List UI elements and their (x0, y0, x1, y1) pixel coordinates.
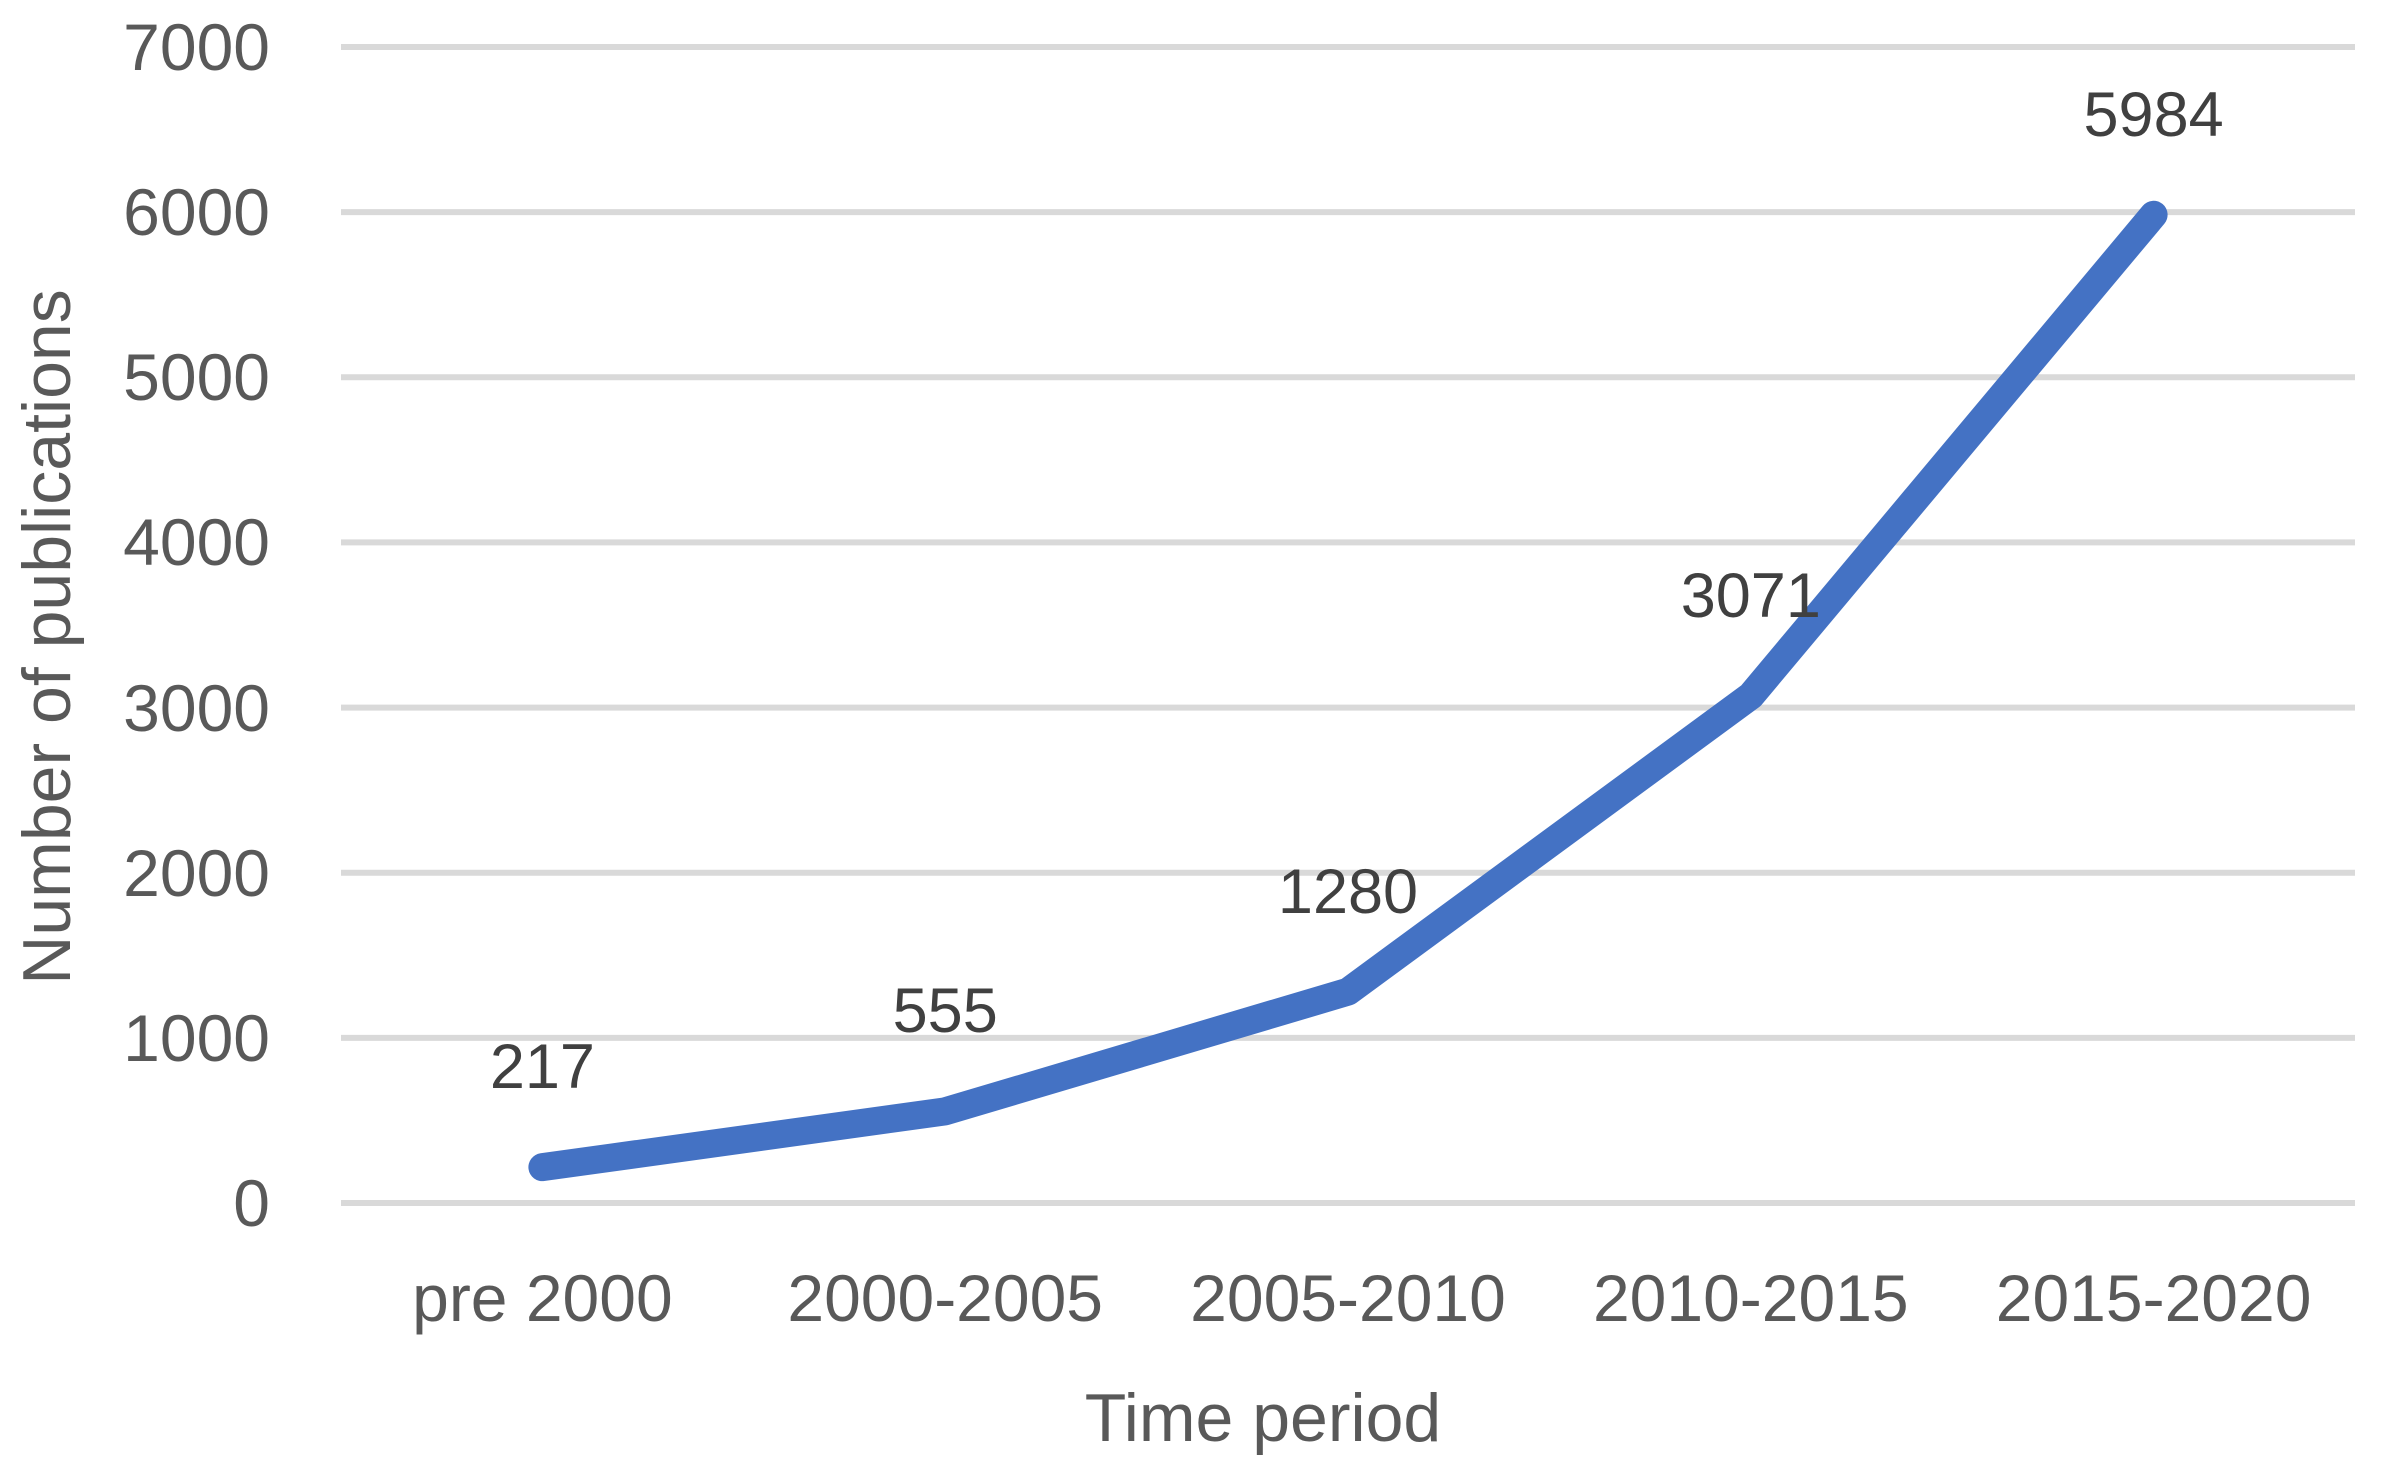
data-label-4: 5984 (2083, 79, 2224, 150)
y-tick-label-3000: 3000 (123, 670, 270, 745)
y-tick-label-7000: 7000 (123, 10, 270, 84)
data-label-0: 217 (489, 1032, 595, 1103)
y-tick-label-5000: 5000 (123, 340, 270, 415)
y-axis-title: Number of publications (9, 289, 85, 985)
x-tick-label-4: 2015-2020 (1995, 1261, 2312, 1335)
y-tick-label-4000: 4000 (123, 505, 270, 580)
x-tick-label-2: 2005-2010 (1190, 1261, 1506, 1335)
x-tick-label-1: 2000-2005 (787, 1261, 1104, 1335)
y-tick-label-6000: 6000 (123, 175, 270, 250)
data-label-1: 555 (892, 976, 998, 1047)
x-tick-label-0: pre 2000 (412, 1261, 673, 1335)
y-tick-label-2000: 2000 (123, 835, 270, 910)
y-tick-label-1000: 1000 (123, 1000, 270, 1075)
data-label-2: 1280 (1277, 856, 1419, 927)
data-label-3: 3071 (1680, 560, 1821, 631)
x-tick-label-3: 2010-2015 (1592, 1261, 1909, 1335)
x-axis-title: Time period (1084, 1380, 1442, 1456)
y-tick-label-0: 0 (233, 1166, 270, 1240)
gridlines (341, 44, 2355, 1206)
series-line (528, 200, 2168, 1182)
